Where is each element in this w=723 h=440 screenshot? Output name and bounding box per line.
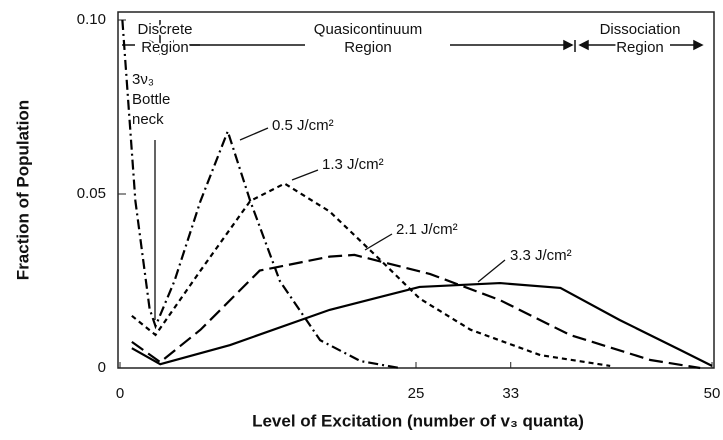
annotation: 3ν₃ <box>132 71 154 88</box>
leader-line <box>364 233 393 251</box>
arrow-heads <box>149 39 704 51</box>
series-line <box>131 253 701 370</box>
annotation: Quasicontinuum <box>314 21 422 38</box>
annotation: Region <box>344 39 392 56</box>
annotation: neck <box>132 111 164 128</box>
x-tick-label: 25 <box>408 385 425 402</box>
y-axis-label: Fraction of Population <box>13 100 32 280</box>
x-tick-label: 50 <box>704 385 721 402</box>
leader-lines <box>154 127 506 320</box>
series-line <box>131 182 611 367</box>
series-label: 3.3 J/cm² <box>510 247 572 264</box>
leader-line <box>239 127 269 141</box>
annotation: Bottle <box>132 91 170 108</box>
annotation: Dissociation <box>600 21 681 38</box>
series-line <box>131 281 713 367</box>
annotation: Region <box>141 39 189 56</box>
series-line <box>121 19 400 370</box>
y-tick-label: 0.10 <box>77 11 106 28</box>
region-arrows <box>122 20 704 55</box>
series-label: 1.3 J/cm² <box>322 156 384 173</box>
leader-line <box>291 169 319 181</box>
plot-frame <box>117 11 715 369</box>
y-tick-label: 0.05 <box>77 185 106 202</box>
y-tick-label: 0 <box>98 359 106 376</box>
x-tick-label: 33 <box>502 385 519 402</box>
x-axis-label: Level of Excitation (number of v₃ quanta… <box>252 411 584 430</box>
x-tick-label: 0 <box>116 385 124 402</box>
annotation: Discrete <box>137 21 192 38</box>
series-label: 2.1 J/cm² <box>396 221 458 238</box>
series-label: 0.5 J/cm² <box>272 117 334 134</box>
leader-line <box>477 259 506 283</box>
annotation: Region <box>616 39 664 56</box>
